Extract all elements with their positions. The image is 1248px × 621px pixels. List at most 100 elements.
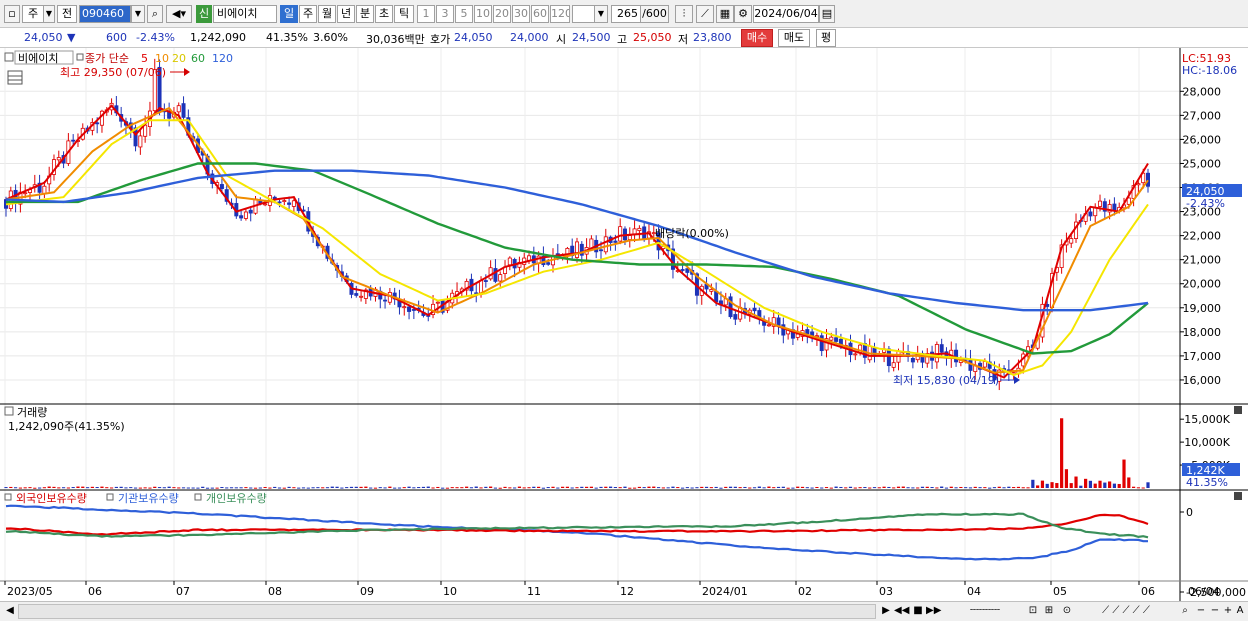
- table-icon[interactable]: [7, 70, 23, 85]
- period-tab-second[interactable]: 초: [375, 5, 393, 23]
- panel-toggle-icon[interactable]: [4, 52, 14, 62]
- candle-body: [637, 227, 642, 231]
- period-tab-minute[interactable]: 분: [356, 5, 374, 23]
- buy-button[interactable]: 매수: [741, 29, 773, 47]
- date-input[interactable]: 2024/06/04: [753, 5, 819, 23]
- candle-body: [407, 306, 412, 312]
- period-tab-tick[interactable]: 틱: [394, 5, 414, 23]
- prev-toggle[interactable]: 전: [57, 5, 77, 23]
- tool-icons[interactable]: ⟋ ⟋ ⟋ ⟋ ⟋: [1102, 605, 1150, 616]
- volume-bar: [378, 487, 382, 489]
- name-tag-box: [14, 50, 74, 65]
- ma-legend-120: 120: [212, 52, 233, 65]
- volume-bar: [191, 487, 195, 489]
- forward-icon[interactable]: ▶▶: [926, 605, 942, 616]
- candle-body: [143, 124, 148, 137]
- multiplier-120[interactable]: 120: [550, 5, 570, 23]
- dividend-badge: 배당락(0.00%): [655, 227, 729, 240]
- volume-bar: [604, 486, 608, 488]
- rewind-icon[interactable]: ◀◀: [894, 605, 910, 616]
- multiplier-30[interactable]: 30: [512, 5, 530, 23]
- candle-type-icon[interactable]: ⫶: [675, 5, 693, 23]
- chart-canvas[interactable]: 16,000 17,000 18,000 19,000 20,000 21,000 22,0…: [0, 48, 1248, 601]
- multiplier-3[interactable]: 3: [436, 5, 454, 23]
- draw-tool-icon[interactable]: ⟋: [696, 5, 714, 23]
- candle-body: [277, 201, 282, 204]
- window-menu-icon[interactable]: ▫: [4, 5, 20, 23]
- period-tab-week[interactable]: 주: [299, 5, 317, 23]
- foreign-legend: 외국인보유수량: [16, 492, 87, 505]
- holding-close-icon[interactable]: [1234, 492, 1242, 500]
- candle-body: [181, 103, 186, 118]
- foreign-legend-marker[interactable]: [4, 493, 12, 501]
- chart-area[interactable]: 16,000 17,000 18,000 19,000 20,000 21,000 22,0…: [0, 48, 1248, 601]
- zoom-icon[interactable]: ⌕: [1182, 605, 1188, 616]
- volume-bar: [201, 486, 205, 488]
- dash-icon[interactable]: −: [1210, 605, 1220, 616]
- gear-icon[interactable]: ⚙: [734, 5, 752, 23]
- volume-bar: [345, 487, 349, 489]
- chart-scrollbar[interactable]: ◀ ▶ ◀◀ ■ ▶▶ ┄┄┄┄┄ ⊡ ⊞ ⊙ ⟋ ⟋ ⟋ ⟋ ⟋ ⌕ − − …: [0, 601, 1248, 621]
- candle-body: [627, 235, 632, 240]
- volume-bar: [1103, 482, 1107, 488]
- chevron-down-icon[interactable]: ▼: [131, 5, 145, 23]
- scroll-track[interactable]: [18, 604, 876, 619]
- layout-icon[interactable]: ⊞: [1044, 605, 1054, 616]
- multiplier-60[interactable]: 60: [531, 5, 549, 23]
- candle-body: [239, 215, 244, 219]
- font-size-icon[interactable]: A: [1236, 605, 1244, 616]
- calendar-icon[interactable]: ▤: [819, 5, 835, 23]
- zoom-slider[interactable]: ┄┄┄┄┄: [969, 605, 1001, 616]
- period-tab-month[interactable]: 월: [318, 5, 336, 23]
- speaker-icon[interactable]: ◀▾: [166, 5, 192, 23]
- count-input[interactable]: 265: [611, 5, 641, 23]
- price-y-tick-label: 26,000: [1183, 133, 1222, 146]
- individual-legend-marker[interactable]: [194, 493, 202, 501]
- volume-bar: [407, 486, 411, 488]
- stop-icon[interactable]: ■: [913, 605, 923, 616]
- indicator-toggle-icon[interactable]: [76, 53, 84, 61]
- volume-bar: [220, 487, 224, 489]
- grid-icon[interactable]: ▦: [716, 5, 734, 23]
- chevron-down-icon[interactable]: ▼: [594, 5, 608, 23]
- minus-icon[interactable]: −: [1196, 605, 1206, 616]
- volume-bar: [18, 487, 22, 489]
- high-label: 고: [617, 33, 628, 46]
- play-icon[interactable]: ▶: [882, 605, 890, 616]
- volume-bar: [844, 487, 848, 489]
- institution-legend-marker[interactable]: [106, 493, 114, 501]
- volume-bar: [426, 486, 430, 488]
- volume-bar: [229, 487, 234, 489]
- low-label: 저: [678, 33, 689, 46]
- multiplier-1[interactable]: 1: [417, 5, 435, 23]
- search-icon[interactable]: ⌕: [147, 5, 163, 23]
- candle-body: [982, 361, 987, 368]
- volume-bar: [124, 487, 128, 489]
- stock-name-field[interactable]: 비에이치: [213, 5, 277, 23]
- volume-bar: [628, 487, 632, 489]
- volume-bar: [997, 486, 1001, 488]
- stock-code-input[interactable]: 090460: [79, 5, 131, 23]
- candle-body: [435, 301, 440, 304]
- crosshair-icon[interactable]: ⊡: [1028, 605, 1038, 616]
- volume-close-icon[interactable]: [1234, 406, 1242, 414]
- sell-button[interactable]: 매도: [778, 29, 810, 47]
- volume-bar: [537, 486, 541, 488]
- x-tick-label: 06/04: [1188, 585, 1220, 598]
- period-tab-day[interactable]: 일: [280, 5, 298, 23]
- multiplier-10[interactable]: 10: [474, 5, 492, 23]
- scroll-left-icon[interactable]: ◀: [6, 605, 14, 616]
- volume-bar: [522, 487, 526, 489]
- multiplier-5[interactable]: 5: [455, 5, 473, 23]
- price-y-tick-label: 18,000: [1183, 326, 1222, 339]
- indicator-icon[interactable]: ⊙: [1062, 605, 1072, 616]
- market-select[interactable]: 주: [22, 5, 44, 23]
- plus-icon[interactable]: +: [1223, 605, 1233, 616]
- period-tab-year[interactable]: 년: [337, 5, 355, 23]
- multiplier-20[interactable]: 20: [493, 5, 511, 23]
- volume-bar: [445, 487, 450, 489]
- evaluate-button[interactable]: 평: [816, 29, 836, 47]
- volume-toggle-icon[interactable]: [4, 406, 14, 416]
- chevron-down-icon[interactable]: ▼: [43, 5, 55, 23]
- volume-bar: [728, 486, 733, 488]
